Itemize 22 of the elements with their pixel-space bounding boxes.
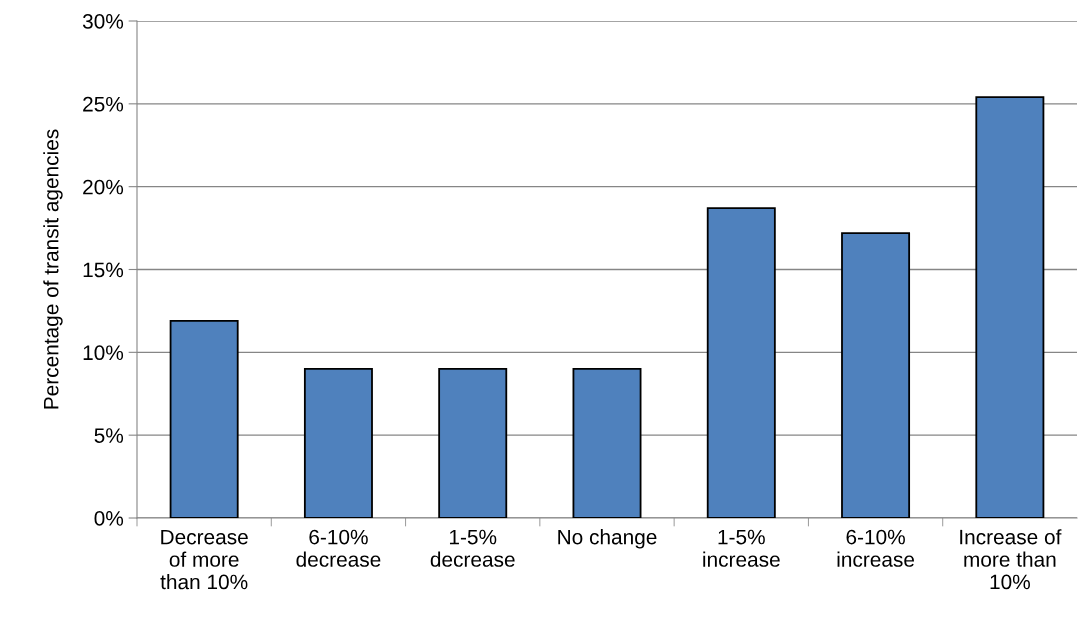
y-tick-label: 15%: [83, 262, 124, 278]
x-tick-label: Increase of more than 10%: [960, 529, 1062, 590]
bar: [841, 232, 911, 518]
y-axis-title: Percentage of transit agencies: [43, 129, 63, 409]
y-tick-label: 5%: [94, 428, 124, 443]
x-tick-label: Decrease of more than 10%: [160, 529, 248, 590]
y-tick-label: 0%: [94, 511, 124, 526]
y-tick-label: 30%: [82, 14, 124, 29]
x-tick-label: 6-10% decrease: [296, 529, 381, 567]
bar: [303, 367, 373, 518]
y-tick-label: 25%: [83, 96, 124, 112]
bar: [975, 96, 1045, 518]
bar: [706, 207, 776, 518]
y-tick-label: 10%: [83, 345, 124, 361]
x-tick-label: 1-5% decrease: [430, 529, 515, 567]
bar: [438, 367, 508, 518]
bar: [169, 319, 239, 518]
x-tick-label: 6-10% increase: [837, 529, 915, 567]
bar: [572, 367, 642, 518]
x-tick-label: No change: [558, 529, 657, 549]
y-tick-label: 20%: [83, 179, 124, 195]
x-tick-label: 1-5% increase: [703, 529, 780, 567]
